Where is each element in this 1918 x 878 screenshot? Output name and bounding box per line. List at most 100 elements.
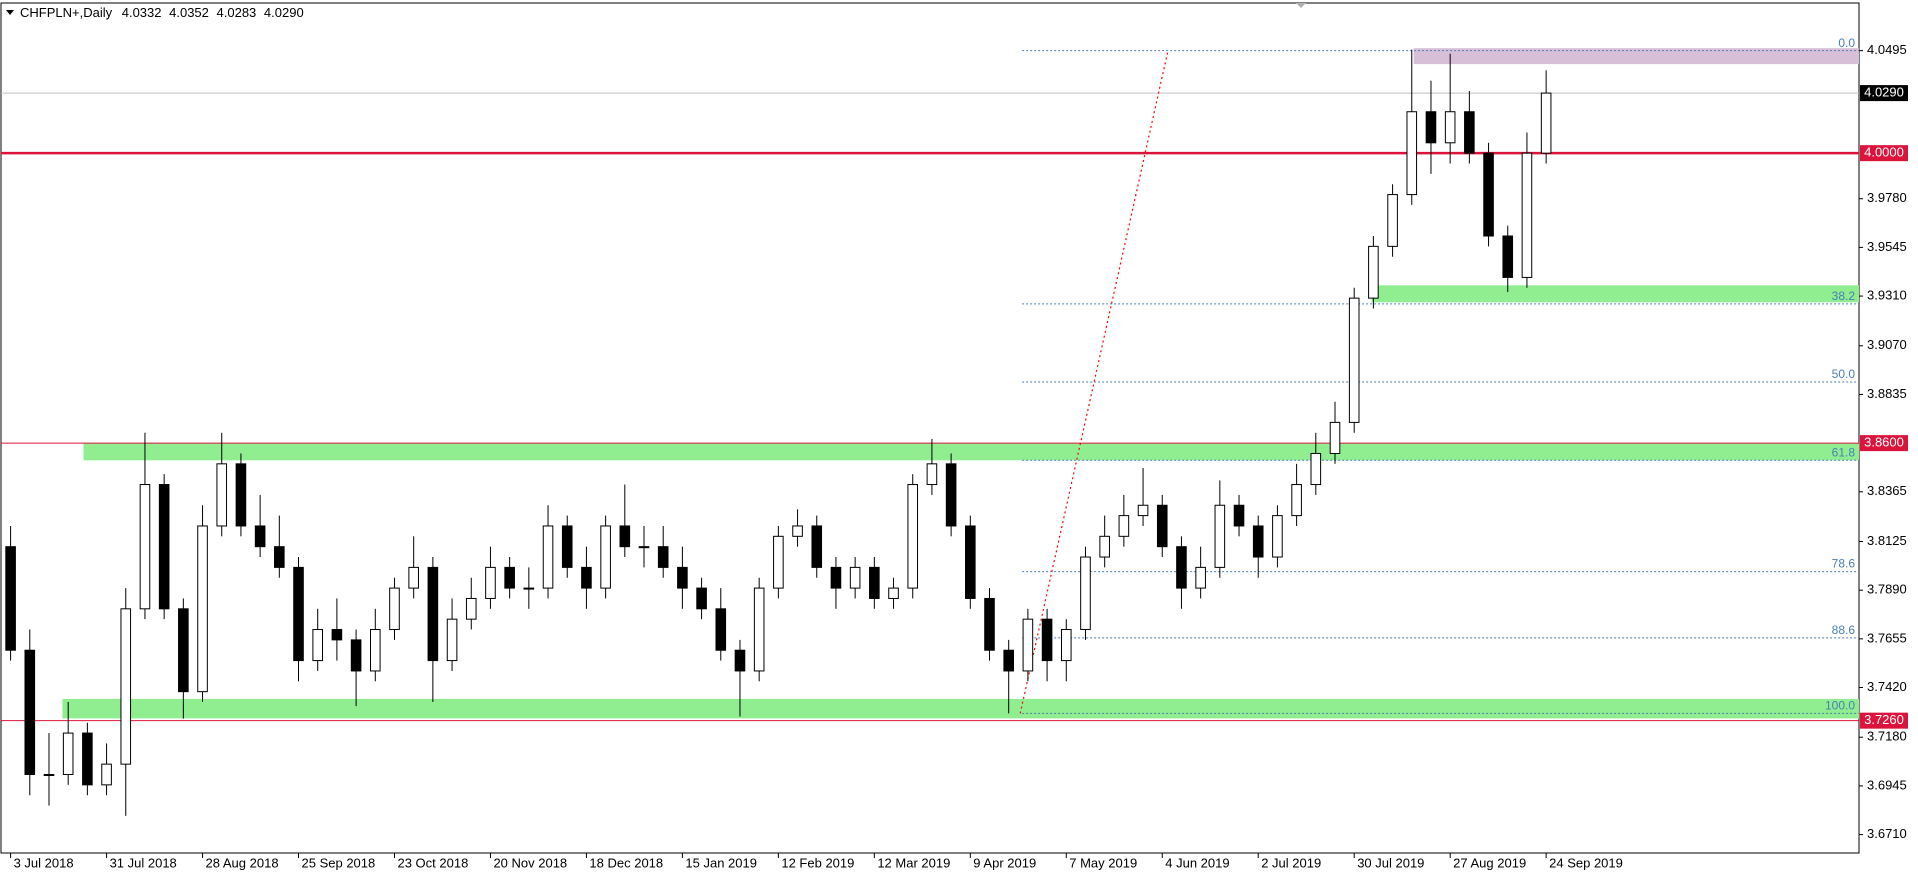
candle-body (734, 649, 746, 672)
candle-body (331, 629, 343, 641)
y-tick-label: 3.8125 (1867, 533, 1907, 548)
x-tick-label: 23 Oct 2018 (397, 855, 468, 870)
candle-body (1464, 111, 1475, 154)
y-tick-label: 3.6710 (1867, 826, 1907, 841)
candle-body (1176, 546, 1187, 589)
candle-body (792, 525, 803, 537)
fib-label: 38.2 (1832, 289, 1856, 303)
candle-body (1060, 629, 1072, 662)
candle-body (1368, 245, 1379, 299)
candle-body (350, 639, 362, 672)
symbol-title: CHFPLN+,Daily (20, 5, 113, 20)
axes: 4.0495 3.9780 3.9545 3.9310 3.9070 3.8835 3.83… (10, 42, 1908, 870)
candle-body (619, 525, 631, 548)
candle-body (389, 587, 400, 631)
price-tag-label: 4.0290 (1864, 85, 1904, 100)
candle-body (101, 763, 112, 786)
plot-frame (0, 2, 1860, 854)
price-tag (1860, 145, 1908, 162)
candle-body (1329, 421, 1341, 454)
y-tick-label: 3.9545 (1867, 239, 1907, 254)
candle-body (523, 587, 535, 590)
shift-marker (1296, 3, 1306, 8)
price-tag (1860, 435, 1908, 452)
candle-body (427, 566, 439, 662)
x-tick-label: 12 Feb 2019 (781, 855, 854, 870)
price-tag (1860, 85, 1908, 102)
trendline (1019, 50, 1169, 714)
candle-body (1233, 504, 1245, 527)
candle-body (1425, 111, 1437, 144)
candle-body (542, 525, 554, 589)
y-tick-label: 3.7420 (1867, 679, 1907, 694)
candle-body (120, 608, 132, 765)
candle-body (600, 525, 611, 589)
header: CHFPLN+,Daily 4.0332 4.0352 4.0283 4.029… (20, 5, 304, 20)
x-tick-label: 3 Jul 2018 (14, 855, 74, 870)
candle-body (830, 566, 842, 589)
candle-body (82, 732, 93, 786)
quote-low: 4.0283 (217, 5, 257, 20)
candle-body (1214, 504, 1226, 568)
zone (83, 443, 1859, 461)
x-tick-label: 18 Dec 2018 (589, 855, 663, 870)
candle-body (869, 566, 880, 599)
candle-body (216, 463, 228, 527)
candle-body (638, 546, 650, 549)
candle-body (1022, 618, 1034, 672)
y-tick-label: 3.8835 (1867, 386, 1907, 401)
candle-body (657, 546, 669, 568)
x-tick-label: 7 May 2019 (1069, 855, 1137, 870)
candle-body (254, 525, 266, 548)
y-tick-label: 4.0495 (1867, 42, 1907, 57)
zone (62, 698, 1859, 719)
y-tick-label: 3.6945 (1867, 777, 1907, 792)
quote-close: 4.0290 (264, 5, 304, 20)
x-tick-label: 27 Aug 2019 (1453, 855, 1526, 870)
x-tick-label: 30 Jul 2019 (1357, 855, 1424, 870)
zone (1371, 285, 1859, 303)
candle-body (677, 566, 688, 589)
candle-body (1003, 649, 1014, 672)
candle-body (1252, 525, 1264, 558)
price-tag-label: 4.0000 (1864, 145, 1904, 160)
candle-body (715, 608, 727, 651)
candle-body (43, 774, 55, 777)
quote-open: 4.0332 (122, 5, 162, 20)
candle-body (178, 608, 189, 693)
x-tick-label: 2 Jul 2019 (1261, 855, 1321, 870)
fib-label: 61.8 (1832, 445, 1856, 459)
candle-body (1099, 535, 1110, 558)
price-tag-label: 3.7260 (1864, 712, 1904, 727)
fib-label: 50.0 (1832, 367, 1856, 381)
candle-body (1310, 452, 1322, 486)
candle-body (1521, 152, 1533, 278)
candle-body (139, 484, 151, 610)
price-tag (1860, 712, 1908, 729)
candle-body (274, 546, 285, 568)
y-tick-label: 3.7890 (1867, 582, 1907, 597)
candle-body (1540, 92, 1552, 154)
candle-body (1444, 111, 1456, 144)
y-tick-label: 3.9070 (1867, 337, 1907, 352)
candle-body (1118, 515, 1130, 537)
candle-body (1348, 297, 1360, 423)
candle-body (581, 566, 592, 589)
candle-body (1195, 566, 1206, 589)
x-tick-label: 25 Sep 2018 (302, 855, 376, 870)
candle-body (1483, 152, 1494, 237)
x-tick-label: 31 Jul 2018 (110, 855, 177, 870)
candle-body (945, 463, 957, 527)
candle-body (1502, 235, 1514, 278)
menu-arrow[interactable] (6, 10, 14, 15)
candle-body (1137, 504, 1149, 517)
candle-body (312, 629, 324, 662)
candle-body (62, 732, 74, 776)
candle-body (1080, 556, 1091, 631)
candle-body (1387, 194, 1398, 247)
zone (1413, 48, 1859, 65)
x-tick-label: 24 Sep 2019 (1549, 855, 1623, 870)
candle-body (293, 566, 304, 662)
candle-body (965, 525, 976, 599)
